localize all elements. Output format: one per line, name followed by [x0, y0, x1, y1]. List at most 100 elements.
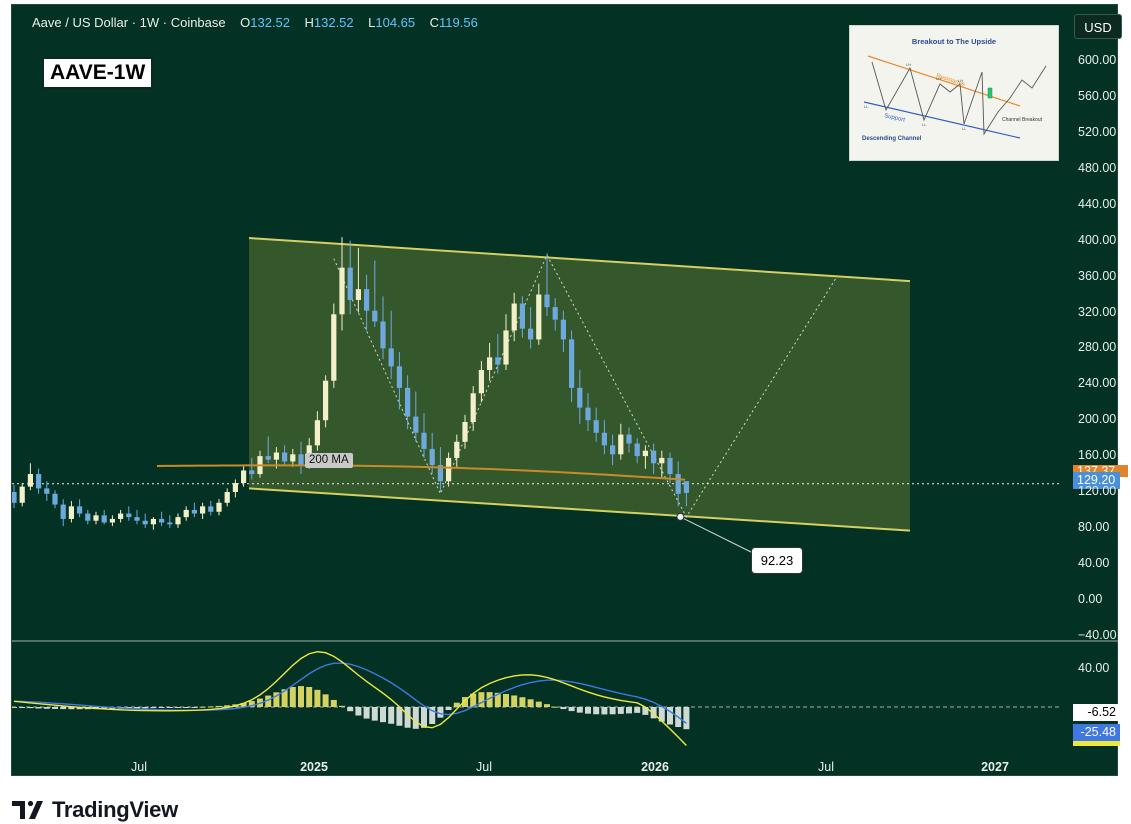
macd-histogram-bar [568, 707, 575, 712]
candle-body [569, 339, 575, 388]
candle-body [232, 483, 238, 492]
macd-histogram-bar [585, 707, 591, 714]
price-axis-tick: 160.00 [1078, 448, 1117, 463]
macd-histogram-bar [609, 707, 616, 715]
candle-body [421, 432, 427, 449]
candle-body [159, 518, 165, 523]
candle-body [626, 434, 632, 444]
macd-histogram-bar [552, 706, 559, 708]
candle-body [478, 369, 484, 394]
macd-histogram-bar [412, 707, 419, 729]
macd-histogram-bar [191, 707, 198, 708]
macd-histogram-bar [576, 707, 583, 713]
macd-histogram-bar [265, 695, 272, 707]
price-axis-tick: 440.00 [1078, 196, 1117, 211]
candle-body [36, 474, 42, 489]
macd-histogram-bar [306, 686, 313, 707]
macd-histogram-bar [511, 695, 518, 707]
low-callout: 92.23 [751, 547, 803, 574]
time-axis-tick: 2025 [300, 760, 328, 774]
macd-histogram-bar [158, 707, 165, 708]
ma-200-label: 200 MA [305, 453, 353, 468]
candle-body [150, 518, 156, 525]
tradingview-logo[interactable]: TradingView [12, 797, 178, 823]
inset-point-label: LL [962, 126, 967, 131]
macd-histogram-bar [683, 707, 690, 730]
macd-histogram-tag: -6.52 [1073, 704, 1120, 721]
macd-histogram-bar [486, 692, 493, 707]
current-price-tag: 129.20 [1073, 472, 1120, 489]
candle-body [191, 509, 197, 514]
macd-histogram-bar [60, 707, 67, 710]
inset-support-line [863, 101, 1021, 139]
candle-body [601, 432, 607, 446]
macd-histogram-bar [519, 697, 526, 707]
callout-connector [680, 516, 754, 554]
candle-body [77, 506, 83, 514]
candle-body [68, 506, 74, 519]
chart-canvas[interactable] [12, 5, 1119, 777]
inset-breakout-candle [987, 87, 993, 99]
macd-histogram-bar [339, 705, 345, 707]
candle-body [683, 481, 689, 493]
candle-body [528, 328, 534, 340]
price-axis-tick: 520.00 [1078, 125, 1117, 139]
macd-histogram-bar [560, 707, 567, 710]
candle-body [634, 443, 640, 457]
macd-histogram-bar [314, 689, 321, 707]
macd-histogram-bar [642, 707, 649, 715]
candle-body [364, 289, 370, 311]
macd-histogram-bar [658, 707, 665, 722]
candle-body [560, 319, 566, 340]
macd-line [13, 651, 687, 747]
macd-histogram-bar [142, 707, 149, 709]
macd-histogram-bar [667, 707, 673, 725]
macd-signal-tag: -25.48 [1073, 724, 1120, 741]
inset-point-label: LH [936, 76, 941, 81]
macd-histogram-bar [445, 707, 452, 711]
candle-body [511, 303, 517, 331]
candle-body [323, 380, 329, 421]
channel-upper-line [248, 237, 911, 283]
macd-histogram-bar [298, 686, 304, 707]
macd-line-tag [1073, 741, 1120, 746]
candle-body [93, 515, 99, 521]
candle-body [118, 513, 124, 519]
macd-histogram-bar [462, 697, 468, 707]
candle-body [249, 470, 255, 475]
high-label: H [304, 15, 314, 30]
price-axis-tick: 480.00 [1078, 160, 1117, 175]
candle-body [577, 387, 583, 408]
macd-histogram-bar [494, 692, 501, 707]
candle-body [454, 441, 460, 458]
macd-histogram-bar [68, 707, 75, 710]
macd-histogram-bar [166, 707, 173, 708]
candle-body [372, 310, 378, 322]
candle-body [85, 513, 91, 521]
price-axis-tick: 280.00 [1078, 340, 1117, 355]
price-axis-tick: 600.00 [1078, 53, 1117, 68]
macd-histogram-bar [216, 705, 222, 707]
candle-body [593, 420, 599, 433]
time-axis-tick: 2026 [641, 760, 669, 774]
macd-histogram-bar [470, 693, 477, 707]
candle-body [519, 303, 525, 329]
candle-body [52, 493, 58, 505]
macd-histogram-bar [322, 694, 329, 707]
time-axis-tick: Jul [131, 760, 147, 774]
candle-body [175, 517, 181, 525]
candle-body [585, 407, 591, 421]
macd-histogram-bar [19, 707, 26, 708]
macd-histogram-bar [355, 707, 362, 716]
candle-body [610, 445, 616, 455]
macd-histogram-bar [27, 707, 34, 709]
candle-body [265, 456, 271, 460]
macd-histogram-bar [240, 702, 247, 707]
ma-200-line [156, 464, 686, 481]
macd-histogram-bar [248, 701, 255, 707]
price-axis-tick: 0.00 [1078, 591, 1103, 606]
currency-button[interactable]: USD [1074, 14, 1122, 39]
candle-body [208, 506, 214, 512]
chart-frame: Aave / US Dollar · 1W · Coinbase O132.52… [11, 4, 1128, 777]
candle-body [429, 448, 435, 466]
